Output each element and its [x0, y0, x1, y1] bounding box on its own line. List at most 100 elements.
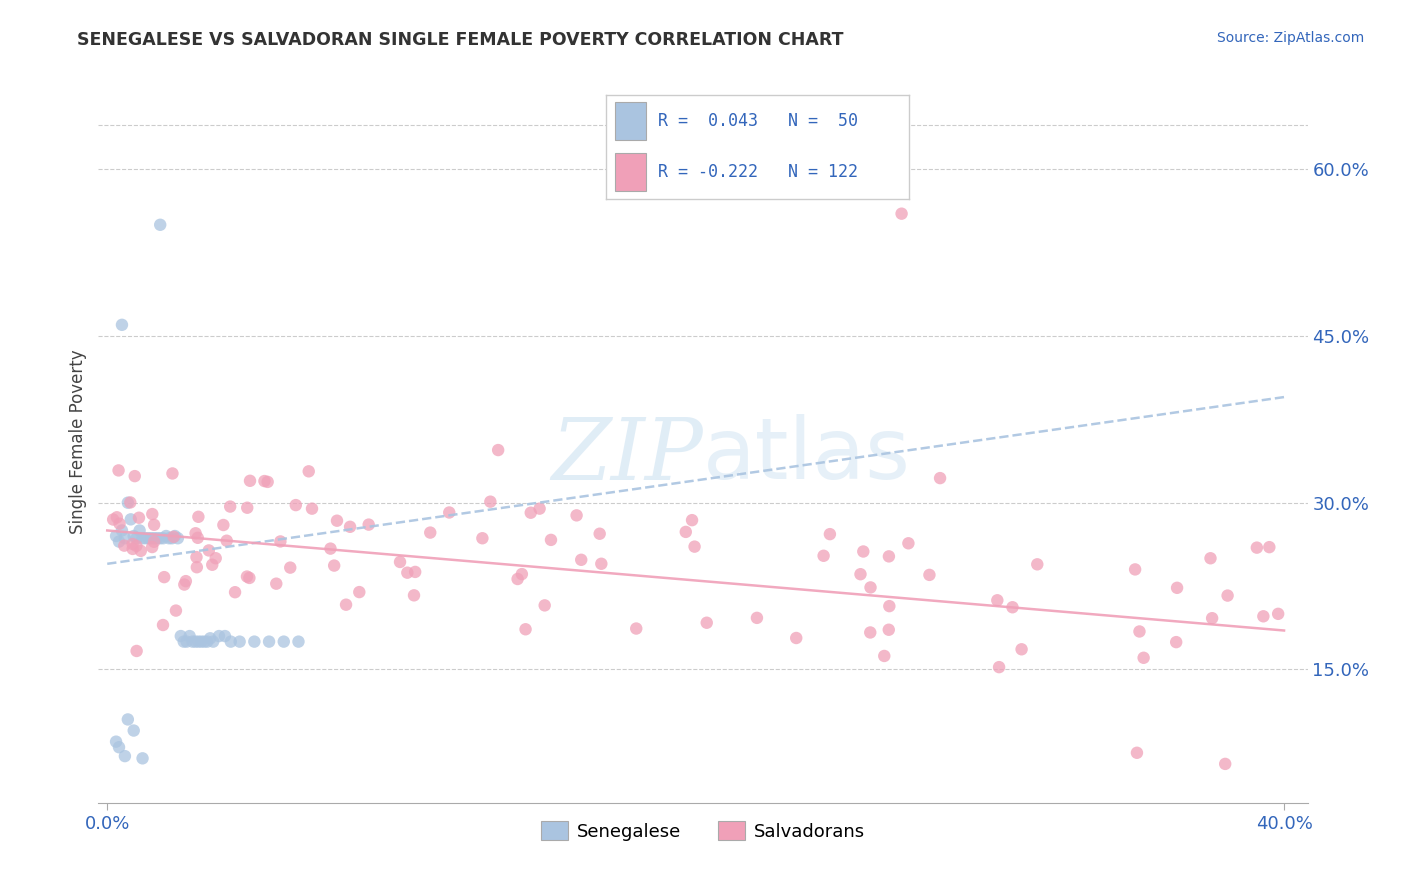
Point: [163, 529, 186, 543]
Point: [1011, 642, 1033, 657]
Point: [298, 464, 321, 478]
Point: [510, 567, 533, 582]
Point: [129, 544, 152, 558]
Point: [357, 517, 380, 532]
Point: [1128, 624, 1150, 639]
Point: [149, 531, 172, 545]
Point: [269, 534, 291, 549]
Point: [152, 531, 174, 545]
Point: [131, 751, 153, 765]
Point: [200, 632, 222, 646]
Point: [228, 634, 250, 648]
Point: [170, 629, 193, 643]
Point: [117, 713, 139, 727]
Point: [111, 318, 134, 332]
Point: [157, 531, 180, 545]
Point: [179, 629, 201, 643]
Point: [143, 531, 166, 545]
Point: [143, 517, 166, 532]
Point: [877, 623, 900, 637]
Point: [186, 550, 208, 565]
Point: [402, 588, 425, 602]
Point: [696, 615, 718, 630]
Point: [323, 558, 346, 573]
Text: atlas: atlas: [703, 415, 911, 498]
Point: [339, 520, 361, 534]
Point: [122, 723, 145, 738]
Point: [195, 634, 218, 648]
Point: [141, 507, 163, 521]
Point: [859, 625, 882, 640]
Point: [117, 496, 139, 510]
Point: [121, 537, 143, 551]
Point: [569, 553, 592, 567]
Point: [540, 533, 562, 547]
Point: [852, 544, 875, 558]
Point: [1166, 635, 1188, 649]
Point: [215, 533, 238, 548]
Point: [181, 634, 204, 648]
Point: [186, 560, 208, 574]
Point: [284, 498, 307, 512]
Point: [301, 501, 323, 516]
Point: [155, 529, 177, 543]
Point: [114, 531, 136, 545]
Point: [745, 611, 768, 625]
Point: [273, 634, 295, 648]
Point: [785, 631, 807, 645]
Point: [1253, 609, 1275, 624]
Point: [1123, 562, 1146, 576]
Point: [1258, 540, 1281, 554]
Point: [193, 634, 215, 648]
Point: [1267, 607, 1289, 621]
Point: [419, 525, 441, 540]
Point: [239, 474, 262, 488]
Point: [1199, 551, 1222, 566]
Point: [187, 634, 209, 648]
Point: [929, 471, 952, 485]
Point: [589, 526, 612, 541]
Point: [131, 531, 153, 545]
Point: [108, 516, 131, 531]
Point: [529, 501, 551, 516]
Point: [141, 540, 163, 554]
Point: [1126, 746, 1149, 760]
Point: [128, 524, 150, 538]
Point: [125, 531, 148, 545]
Point: [257, 634, 280, 648]
Point: [187, 509, 209, 524]
Point: [256, 475, 278, 489]
Point: [626, 622, 648, 636]
Point: [162, 530, 184, 544]
Point: [160, 531, 183, 545]
Point: [124, 469, 146, 483]
Point: [173, 577, 195, 591]
Point: [479, 494, 502, 508]
Point: [105, 510, 128, 524]
Point: [335, 598, 357, 612]
Point: [184, 526, 207, 541]
Point: [1166, 581, 1188, 595]
Point: [396, 566, 419, 580]
Point: [112, 539, 135, 553]
Point: [212, 518, 235, 533]
Point: [224, 585, 246, 599]
Point: [105, 529, 128, 543]
Point: [319, 541, 342, 556]
Point: [877, 549, 900, 564]
Point: [162, 467, 184, 481]
Point: [873, 648, 896, 663]
Point: [404, 565, 426, 579]
Text: SENEGALESE VS SALVADORAN SINGLE FEMALE POVERTY CORRELATION CHART: SENEGALESE VS SALVADORAN SINGLE FEMALE P…: [77, 31, 844, 49]
Point: [533, 599, 555, 613]
Point: [202, 634, 225, 648]
Point: [138, 531, 160, 545]
Point: [515, 622, 537, 636]
Point: [108, 534, 131, 549]
Point: [219, 500, 242, 514]
Point: [236, 500, 259, 515]
Point: [506, 572, 529, 586]
Point: [107, 463, 129, 477]
Point: [111, 524, 134, 538]
Point: [173, 634, 195, 648]
